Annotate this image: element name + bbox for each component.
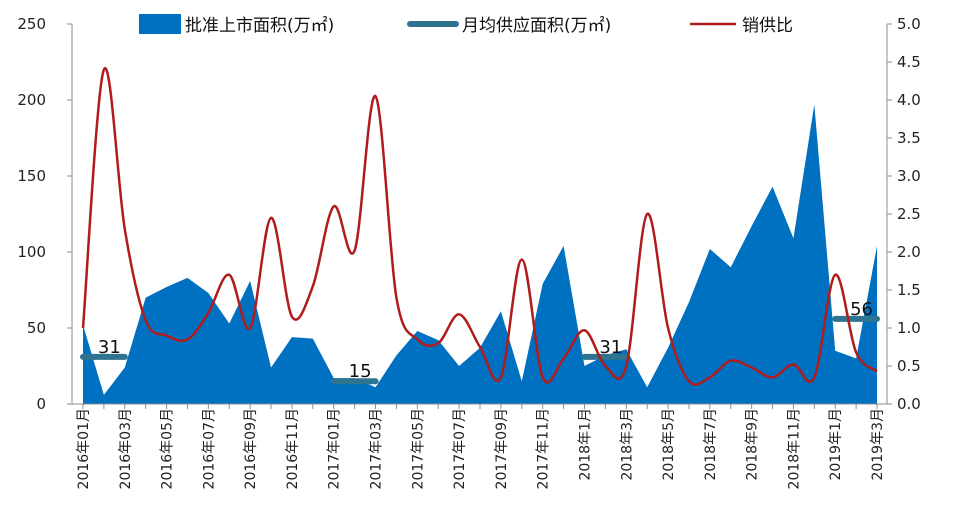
right-y-tick-label: 1.0: [897, 319, 921, 337]
ratio-series-layer: [81, 67, 878, 386]
legend-label-ratio: 销供比: [742, 16, 793, 36]
left-y-tick-label: 100: [17, 243, 46, 261]
x-tick-label: 2018年9月: [745, 408, 761, 481]
supply-data-label: 31: [98, 337, 121, 358]
ratio-series-line: [81, 67, 878, 386]
right-y-tick-label: 3.0: [897, 167, 921, 185]
left-y-tick-label: 0: [36, 395, 46, 413]
right-y-tick-label: 0.0: [897, 395, 921, 413]
x-tick-label: 2019年1月: [828, 408, 844, 481]
x-tick-label: 2017年05月: [410, 408, 426, 489]
area-series-approved-listing: [83, 104, 877, 404]
x-tick-label: 2018年7月: [703, 408, 719, 481]
right-y-tick-label: 1.5: [897, 281, 921, 299]
supply-series-layer: [80, 315, 880, 385]
left-y-tick-label: 50: [27, 319, 46, 337]
x-tick-label: 2017年01月: [327, 408, 343, 489]
area-series-layer: [83, 104, 877, 404]
x-tick-label: 2018年3月: [619, 408, 635, 481]
legend-swatch-area: [139, 14, 181, 34]
x-tick-label: 2017年11月: [536, 408, 552, 489]
right-y-tick-label: 0.5: [897, 357, 921, 375]
left-y-tick-label: 200: [17, 91, 46, 109]
x-tick-label: 2016年07月: [201, 408, 217, 489]
x-tick-label: 2017年07月: [452, 408, 468, 489]
right-y-tick-label: 2.5: [897, 205, 921, 223]
x-tick-label: 2019年3月: [870, 408, 886, 481]
x-tick-label: 2016年01月: [76, 408, 92, 489]
right-y-tick-label: 3.5: [897, 129, 921, 147]
x-tick-label: 2016年09月: [243, 408, 259, 489]
x-tick-label: 2018年11月: [786, 408, 802, 489]
legend: 批准上市面积(万㎡) 月均供应面积(万㎡) 销供比: [139, 14, 793, 36]
supply-data-label: 31: [599, 337, 622, 358]
right-y-tick-label: 2.0: [897, 243, 921, 261]
x-tick-label: 2016年05月: [160, 408, 176, 489]
legend-label-area: 批准上市面积(万㎡): [185, 16, 334, 36]
left-y-tick-label: 250: [17, 15, 46, 33]
x-tick-label: 2016年03月: [118, 408, 134, 489]
data-label-layer: 31 15 31 56: [98, 299, 873, 382]
x-tick-label: 2017年03月: [369, 408, 385, 489]
supply-data-label: 56: [850, 299, 873, 320]
legend-label-supply: 月均供应面积(万㎡): [462, 16, 611, 36]
x-tick-label: 2018年1月: [577, 408, 593, 481]
supply-data-label: 15: [349, 361, 372, 382]
left-y-tick-label: 150: [17, 167, 46, 185]
right-y-tick-label: 5.0: [897, 15, 921, 33]
x-tick-label: 2017年09月: [494, 408, 510, 489]
right-y-tick-label: 4.0: [897, 91, 921, 109]
right-y-tick-label: 4.5: [897, 53, 921, 71]
axes-layer: 0 50 100 150 200 250 0.0 0.5 1.0 1.5 2.0 2.5 3.0 3.5 4…: [17, 15, 921, 489]
x-tick-label: 2018年5月: [661, 408, 677, 481]
x-tick-label: 2016年11月: [285, 408, 301, 489]
